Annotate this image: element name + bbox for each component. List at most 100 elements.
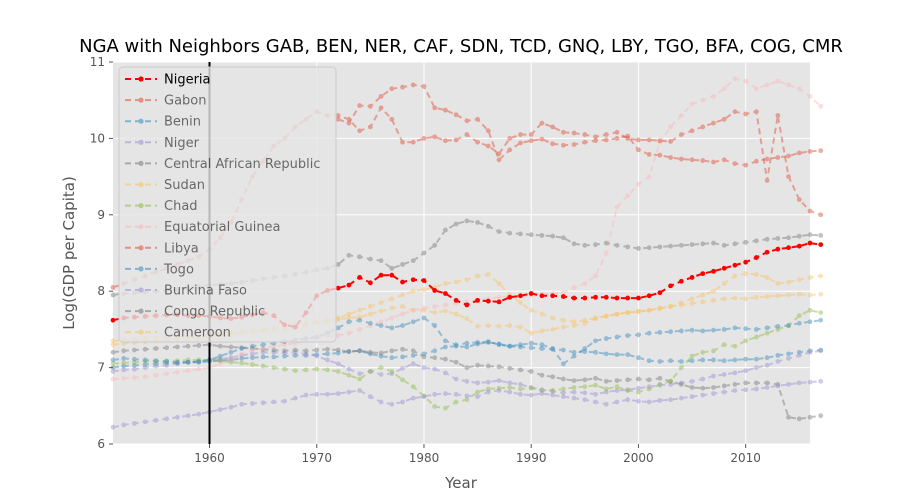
data-point [593,134,598,140]
data-point [410,384,416,390]
data-point [260,342,266,348]
data-point [357,128,363,134]
legend-entry: Sudan [125,178,205,193]
data-point [346,349,352,354]
data-point [539,346,545,351]
data-point [700,357,706,363]
data-point [732,161,738,167]
data-point [378,399,384,405]
data-point [582,397,588,403]
data-point [657,382,663,387]
data-point [689,378,695,384]
data-point [507,147,513,153]
data-point [432,348,438,354]
series-line [112,316,821,366]
data-point [603,132,609,137]
data-point [485,379,491,385]
data-point [228,344,234,350]
data-point [807,349,813,355]
data-point [582,390,588,396]
data-point [121,356,127,361]
data-point [614,136,620,141]
data-point [786,323,791,328]
data-point [196,359,202,364]
data-point [636,355,641,361]
data-point [796,352,802,358]
data-point [389,348,395,354]
data-point [732,262,738,268]
data-point [539,388,545,393]
data-point [464,132,470,137]
data-point [753,356,759,362]
data-point [314,353,320,359]
data-point [314,352,320,358]
data-point [550,388,556,393]
legend-entry: Burkina Faso [125,284,247,299]
data-point [593,316,598,322]
data-point [271,343,277,349]
data-point [389,116,395,122]
data-point [303,392,309,398]
data-point [239,345,245,351]
data-point [282,348,287,354]
data-point [443,356,448,362]
data-point [528,345,534,351]
data-point [367,351,373,357]
data-point [775,246,781,252]
data-point [217,361,223,367]
data-point [132,347,137,353]
data-point [314,366,320,372]
data-point [132,375,137,380]
data-point [678,278,684,284]
data-point [668,155,673,160]
data-point [625,310,631,315]
data-point [689,301,695,306]
data-point [346,120,352,126]
data-point [775,155,781,160]
data-point [571,142,577,147]
data-point [625,333,631,338]
data-point [378,308,384,314]
data-point [335,317,341,322]
data-point [367,304,373,309]
data-point [410,319,416,325]
data-point [346,366,352,372]
data-point [260,354,266,360]
data-point [142,365,148,370]
data-point [732,388,738,393]
data-point [614,334,620,340]
legend-marker [138,118,144,124]
data-point [560,347,566,353]
data-point [668,378,673,384]
data-point [636,332,641,338]
data-point [303,348,309,354]
data-point [668,329,673,335]
data-point [378,272,384,278]
data-point [303,367,309,373]
data-point [786,245,791,251]
data-point [132,420,137,426]
data-point [636,376,641,382]
data-point [282,398,287,404]
data-point [496,151,502,157]
data-point [711,391,716,396]
data-point [668,124,673,130]
data-point [196,411,202,417]
data-point [700,124,706,130]
data-point [796,243,802,249]
data-point [367,320,373,326]
data-point [571,284,577,290]
data-point [550,346,556,352]
data-point [217,358,223,364]
data-point [400,365,405,371]
data-point [539,387,545,393]
data-point [818,242,824,247]
data-point [346,282,352,288]
data-point [421,315,427,321]
data-point [786,174,791,180]
data-point [646,358,652,364]
data-point [582,384,588,390]
data-point [796,86,802,92]
data-point [432,134,438,140]
